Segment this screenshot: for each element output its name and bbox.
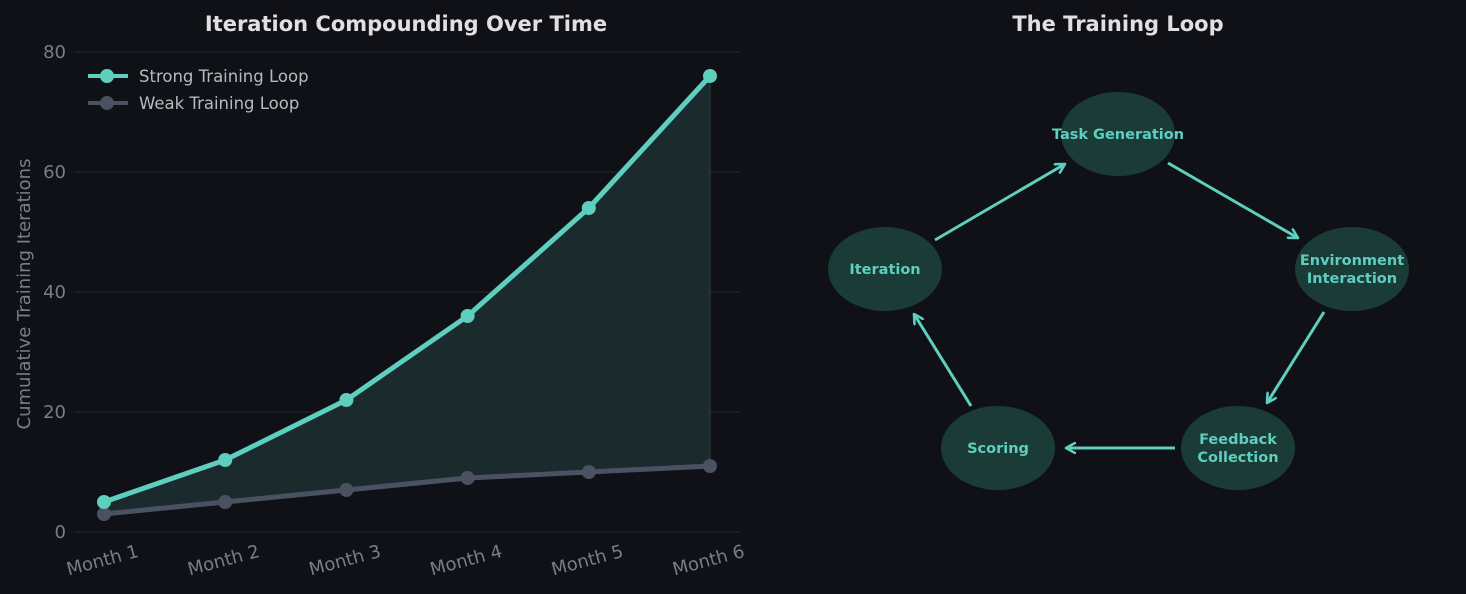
strong-data-point[interactable] bbox=[460, 309, 475, 323]
strong-data-point[interactable] bbox=[339, 393, 354, 407]
weak-data-point[interactable] bbox=[460, 471, 475, 485]
legend-item-strong[interactable]: Strong Training Loop bbox=[88, 67, 309, 86]
node-shape bbox=[1061, 92, 1175, 176]
y-axis-label: Cumulative Training Iterations bbox=[14, 159, 35, 430]
node-label-line1: Feedback bbox=[1199, 432, 1277, 448]
training-loop-diagram: The Training Loop Task Generation Enviro… bbox=[828, 12, 1409, 490]
node-task-generation[interactable]: Task Generation bbox=[1052, 92, 1184, 176]
arrow-scoring-to-iteration-icon bbox=[914, 314, 973, 407]
legend-weak-marker-icon bbox=[100, 96, 114, 110]
y-axis-ticks: 0 20 40 60 80 bbox=[43, 42, 66, 543]
arrow-task-to-env-icon bbox=[1167, 161, 1298, 238]
node-label: Task Generation bbox=[1052, 127, 1184, 143]
strong-data-point[interactable] bbox=[218, 453, 233, 467]
y-tick-label: 80 bbox=[43, 42, 66, 63]
x-tick-label: Month 2 bbox=[186, 541, 263, 580]
legend-label-weak: Weak Training Loop bbox=[139, 94, 299, 113]
weak-data-point[interactable] bbox=[218, 495, 233, 509]
strong-data-point[interactable] bbox=[703, 69, 717, 83]
gap-area bbox=[103, 74, 711, 515]
weak-series-line bbox=[103, 463, 711, 517]
data-series bbox=[97, 69, 717, 521]
diagram-title: The Training Loop bbox=[1012, 12, 1223, 36]
strong-data-point[interactable] bbox=[581, 201, 596, 215]
x-tick-label: Month 5 bbox=[549, 541, 626, 580]
x-tick-label: Month 4 bbox=[428, 541, 505, 580]
weak-data-point[interactable] bbox=[703, 459, 717, 473]
y-tick-label: 60 bbox=[43, 162, 66, 183]
strong-series-line bbox=[103, 74, 712, 505]
node-iteration[interactable]: Iteration bbox=[828, 227, 942, 311]
legend-label-strong: Strong Training Loop bbox=[139, 67, 309, 86]
chart-title: Iteration Compounding Over Time bbox=[205, 12, 607, 36]
node-label-line2: Collection bbox=[1197, 450, 1278, 466]
node-shape bbox=[1295, 227, 1409, 311]
node-shape bbox=[828, 227, 942, 311]
legend: Strong Training Loop Weak Training Loop bbox=[88, 67, 309, 113]
y-tick-label: 40 bbox=[43, 282, 66, 303]
x-axis-ticks: Month 1 Month 2 Month 3 Month 4 Month 5 Month… bbox=[64, 541, 747, 580]
arrows bbox=[914, 161, 1326, 448]
node-label: Scoring bbox=[967, 441, 1029, 457]
node-label: Iteration bbox=[849, 262, 920, 278]
node-environment-interaction[interactable]: Environment Interaction bbox=[1295, 227, 1409, 311]
legend-strong-marker-icon bbox=[100, 69, 114, 83]
y-tick-label: 20 bbox=[43, 402, 66, 423]
weak-data-point[interactable] bbox=[581, 465, 596, 479]
arrow-iteration-to-task-icon bbox=[934, 164, 1065, 242]
node-label-line2: Interaction bbox=[1307, 271, 1397, 287]
x-tick-label: Month 1 bbox=[64, 541, 141, 580]
x-tick-label: Month 3 bbox=[307, 541, 384, 580]
x-tick-label: Month 6 bbox=[670, 541, 747, 580]
node-feedback-collection[interactable]: Feedback Collection bbox=[1181, 406, 1295, 490]
line-chart: Iteration Compounding Over Time 0 20 40 60 8… bbox=[14, 12, 747, 580]
node-label-line1: Environment bbox=[1300, 253, 1404, 269]
node-shape bbox=[941, 406, 1055, 490]
legend-item-weak[interactable]: Weak Training Loop bbox=[88, 94, 299, 113]
y-tick-label: 0 bbox=[55, 522, 66, 543]
weak-data-point[interactable] bbox=[97, 507, 111, 521]
weak-data-point[interactable] bbox=[339, 483, 354, 497]
strong-data-point[interactable] bbox=[97, 495, 111, 509]
node-scoring[interactable]: Scoring bbox=[941, 406, 1055, 490]
arrow-env-to-feedback-icon bbox=[1267, 311, 1326, 403]
node-shape bbox=[1181, 406, 1295, 490]
